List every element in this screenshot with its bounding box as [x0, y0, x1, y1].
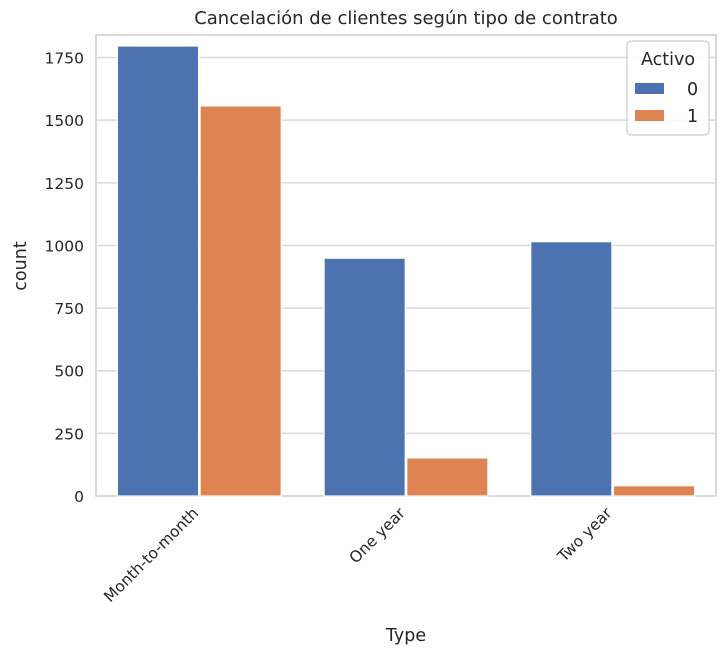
grid: [96, 56, 716, 497]
y-ticks: 0 250 500 750 1000 1250 1500 1750: [45, 50, 84, 506]
bar-series-0: [116, 45, 200, 497]
bar-series-0: [323, 257, 406, 497]
legend-swatch-0: [635, 83, 664, 94]
x-axis-label: Type: [385, 626, 426, 646]
bars: [116, 45, 696, 497]
y-tick-label: 750: [54, 300, 84, 318]
y-tick-label: 1000: [45, 237, 84, 255]
y-tick-label: 250: [54, 425, 84, 443]
y-tick-label: 0: [74, 488, 84, 506]
y-tick-label: 1250: [45, 175, 84, 193]
x-tick-label: Month-to-month: [100, 504, 202, 606]
legend-title: Activo: [641, 50, 695, 70]
bar-series-1: [199, 105, 282, 497]
bar-series-0: [530, 241, 613, 497]
y-tick-label: 1500: [45, 112, 84, 130]
y-axis-label: count: [11, 241, 31, 291]
y-tick-label: 1750: [45, 50, 84, 68]
legend-label-1: 1: [687, 107, 698, 127]
bar-series-1: [612, 485, 696, 497]
x-tick-label: Two year: [554, 504, 616, 566]
chart-title: Cancelación de clientes según tipo de co…: [194, 8, 618, 29]
bar-series-1: [406, 457, 489, 497]
y-tick-label: 500: [54, 363, 84, 381]
x-ticks: Month-to-month One year Two year: [100, 504, 616, 606]
legend-swatch-1: [635, 110, 664, 121]
x-tick-label: One year: [346, 504, 409, 567]
plot-area: [95, 34, 717, 497]
legend: Activo 0 1: [626, 40, 710, 136]
legend-label-0: 0: [687, 80, 698, 100]
